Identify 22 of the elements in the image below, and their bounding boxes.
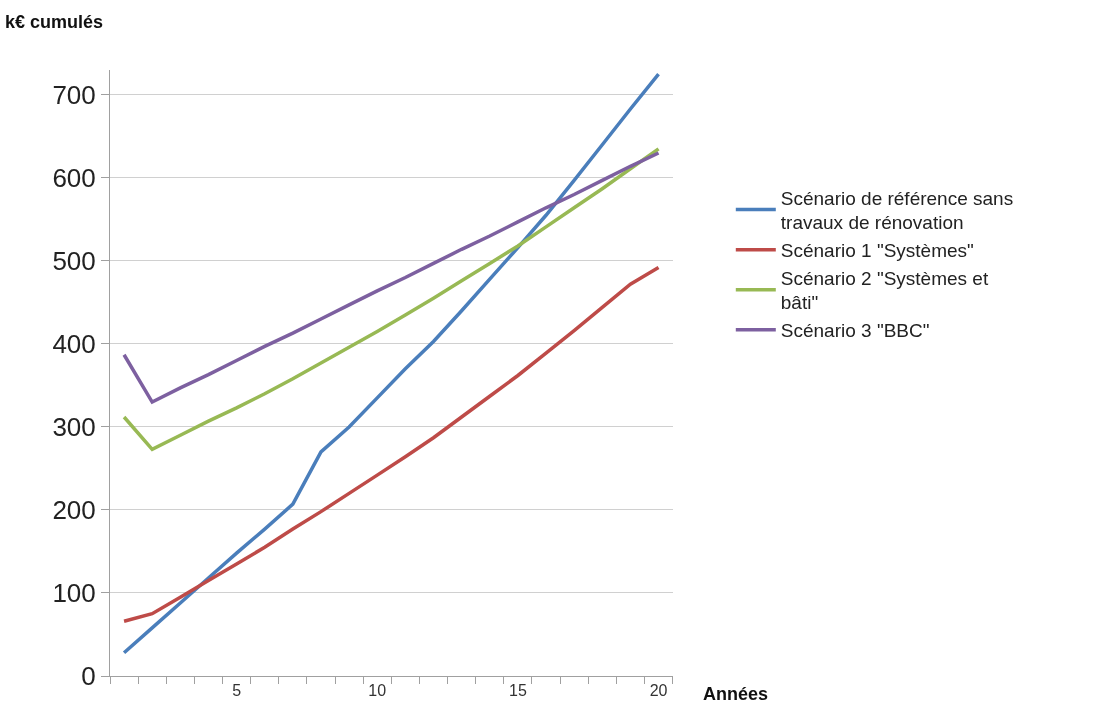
- legend-label: Scénario 1 "Systèmes": [780, 240, 974, 262]
- y-tick-label: 400: [52, 329, 96, 360]
- line-series: [122, 265, 661, 623]
- y-axis-title: k€ cumulés: [5, 12, 104, 32]
- x-tick-label: 15: [508, 682, 527, 700]
- legend-label: Scénario 3 "BBC": [780, 320, 930, 342]
- y-tick-label: 200: [52, 495, 96, 526]
- legend-label: Scénario 2 "Systèmes et bâti": [780, 267, 989, 314]
- y-tick-label: 700: [52, 80, 96, 110]
- line-series: [122, 151, 661, 404]
- x-tick-label: 5: [232, 682, 242, 700]
- legend-label: Scénario de référence sans travaux de rénovation: [780, 187, 1014, 234]
- x-tick-label: 10: [368, 682, 387, 700]
- y-tick-label: 300: [52, 412, 96, 443]
- line-series: [122, 147, 661, 452]
- y-tick-label: 500: [52, 246, 96, 277]
- y-tick-label: 600: [52, 163, 96, 194]
- y-tick-label: 100: [52, 578, 96, 609]
- line-series: [122, 72, 661, 655]
- y-tick-label: 0: [81, 661, 96, 692]
- x-axis-title: Années: [703, 684, 769, 704]
- x-tick-label: 20: [649, 682, 668, 700]
